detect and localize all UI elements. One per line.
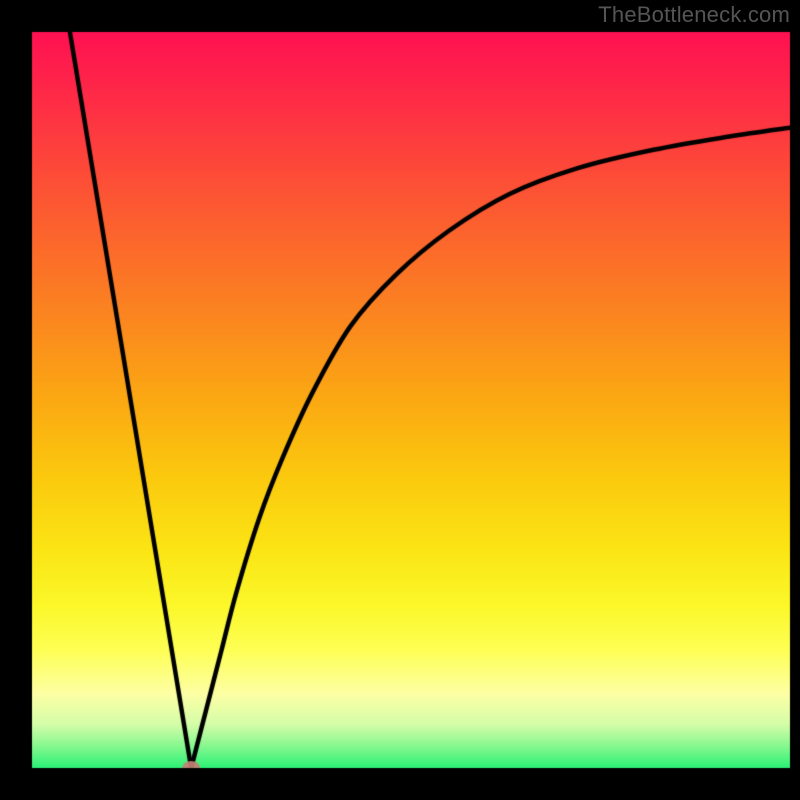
attribution-watermark: TheBottleneck.com [598, 2, 790, 28]
chart-container: TheBottleneck.com [0, 0, 800, 800]
bottleneck-curve-chart [0, 0, 800, 800]
